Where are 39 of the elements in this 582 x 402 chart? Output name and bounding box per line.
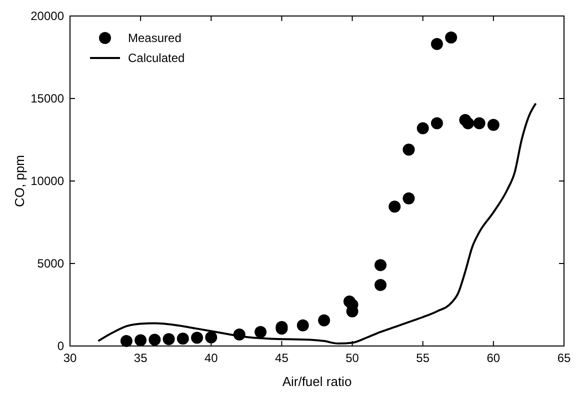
- x-tick-label: 45: [275, 351, 289, 365]
- y-tick-label: 15000: [30, 92, 64, 106]
- point: [430, 38, 443, 50]
- point: [487, 118, 500, 131]
- legend-label: Measured: [128, 31, 182, 45]
- y-tick-label: 20000: [30, 9, 64, 23]
- y-tick-label: 0: [57, 339, 64, 353]
- point: [374, 259, 387, 272]
- point: [162, 333, 175, 346]
- point: [205, 331, 218, 344]
- x-tick-label: 40: [204, 351, 218, 365]
- x-axis-title: Air/fuel ratio: [282, 374, 352, 389]
- y-axis-title: CO, ppm: [12, 154, 27, 208]
- point: [134, 334, 147, 346]
- x-tick-label: 50: [346, 351, 360, 365]
- x-tick-label: 65: [557, 351, 571, 365]
- x-tick-label: 55: [416, 351, 430, 365]
- x-tick-label: 60: [486, 351, 500, 365]
- point: [176, 332, 189, 345]
- point: [388, 200, 401, 213]
- x-tick-label: 35: [134, 351, 148, 365]
- point: [416, 122, 429, 134]
- y-tick-label: 10000: [30, 174, 64, 188]
- point: [318, 314, 330, 326]
- point: [296, 319, 309, 332]
- x-tick-label: 30: [63, 351, 77, 365]
- point: [120, 335, 132, 348]
- point: [473, 117, 486, 130]
- point: [445, 31, 458, 44]
- point: [462, 117, 474, 130]
- legend-label: Calculated: [128, 51, 185, 65]
- point: [402, 192, 415, 204]
- point: [402, 144, 415, 156]
- point: [374, 278, 387, 291]
- point: [254, 326, 267, 338]
- point: [430, 117, 443, 130]
- point: [148, 334, 161, 346]
- point: [191, 332, 204, 344]
- y-tick-label: 5000: [37, 256, 64, 270]
